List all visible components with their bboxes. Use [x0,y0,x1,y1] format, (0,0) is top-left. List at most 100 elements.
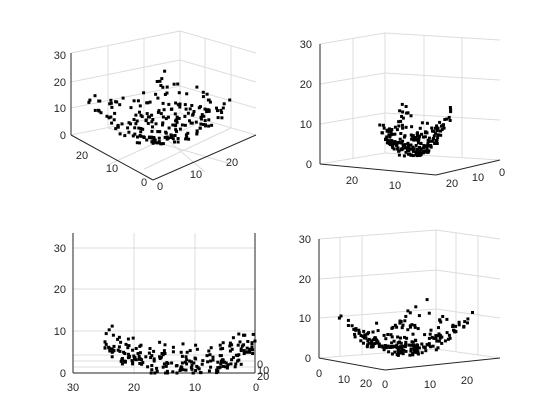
data-point [221,341,225,345]
tick-label: 20 [300,79,312,91]
data-point [192,110,196,113]
tick-label: 0 [157,181,163,193]
data-point [109,101,113,105]
data-point [233,365,237,369]
data-point [420,132,424,136]
data-point [195,132,199,136]
data-point [242,333,246,337]
data-point [466,317,470,321]
data-point [395,325,399,329]
data-point [400,326,404,330]
subplot-4[interactable]: 30 20 10 0 0 10 20 0 10 20 [299,229,501,391]
data-point [396,146,400,150]
data-point [118,132,122,136]
subplot-2-points [378,102,453,158]
data-point [162,108,166,112]
data-point [449,110,453,114]
data-point [400,102,404,106]
data-point [134,122,138,126]
data-point [395,353,399,357]
subplot-2[interactable]: 30 20 10 0 20 10 20 10 0 [300,32,505,192]
data-point [184,368,188,372]
data-point [392,339,396,343]
data-point [131,362,135,366]
data-point [367,337,371,341]
data-point [425,298,429,302]
data-point [207,349,211,353]
data-point [385,135,389,139]
data-point [150,136,154,140]
data-point [195,130,199,134]
data-point [463,320,467,324]
data-point [150,113,154,117]
data-point [190,367,194,371]
data-point [413,323,417,327]
data-point [400,349,403,353]
data-point [401,352,405,356]
data-point [432,336,436,340]
tick-label: 30 [54,243,66,255]
data-point [440,335,444,339]
data-point [369,345,373,349]
data-point [202,123,206,126]
tick-label: 20 [76,150,88,162]
data-point [136,135,139,139]
data-point [126,352,130,356]
data-point [154,92,158,96]
data-point [126,356,130,360]
subplot-3[interactable]: 30 20 10 0 30 20 10 0 0 10 20 [54,233,270,394]
subplot-3-points [103,324,257,375]
data-point [183,114,187,118]
data-point [251,352,255,355]
data-point [230,343,234,347]
data-point [188,359,192,363]
data-point [207,118,211,122]
data-point [176,82,180,86]
data-point [412,346,416,350]
data-point [172,82,176,86]
data-point [427,136,431,140]
data-point [194,369,198,372]
data-point [399,336,402,340]
data-point [169,107,173,111]
data-point [397,124,401,128]
tick-label: 20 [299,274,311,286]
data-point [354,327,358,331]
data-point [145,112,149,116]
data-point [176,137,180,140]
data-point [179,367,183,371]
data-point [412,136,416,140]
tick-label: 20 [346,175,358,187]
data-point [377,342,381,346]
data-point [189,360,193,364]
data-point [219,347,223,351]
tick-label: 0 [316,368,322,380]
data-point [425,343,429,347]
data-point [445,117,449,121]
subplot-1[interactable]: 30 20 10 0 20 10 0 0 10 20 [54,30,257,193]
data-point [378,123,382,127]
data-point [395,128,399,132]
data-point [430,335,434,339]
data-point [155,369,159,373]
data-point [160,77,164,81]
data-point [401,344,405,348]
data-point [446,337,450,341]
data-point [449,108,453,112]
data-point [452,328,455,332]
data-point [413,344,417,348]
data-point [109,98,113,102]
data-point [189,121,193,125]
data-point [471,311,474,314]
data-point [357,328,361,332]
data-point [216,366,220,370]
data-point [138,141,141,145]
data-point [206,360,210,364]
data-point [431,129,434,133]
data-point [110,324,114,328]
data-point [178,369,182,372]
data-point [381,345,385,349]
data-point [110,105,114,109]
data-point [173,124,177,128]
data-point [139,343,143,347]
